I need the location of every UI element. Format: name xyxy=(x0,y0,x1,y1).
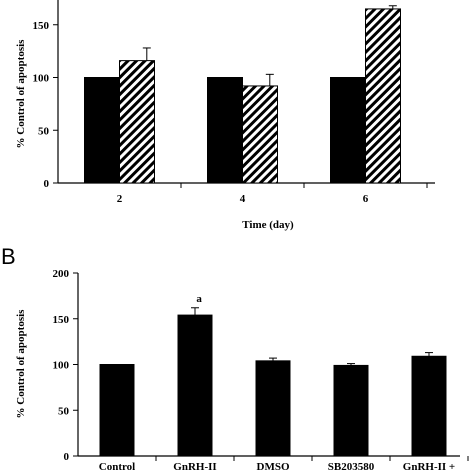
chart-a-ylabel: % Control of apoptosis xyxy=(15,39,27,149)
y-tick-label: 0 xyxy=(44,178,50,190)
bar xyxy=(177,314,213,457)
bar xyxy=(242,85,278,184)
y-tick-label: 50 xyxy=(58,405,70,417)
y-tick-label: 150 xyxy=(33,20,50,32)
category-label: DMSO xyxy=(257,461,290,473)
y-tick-label: 150 xyxy=(53,314,70,326)
y-tick-label: 200 xyxy=(53,268,70,280)
chart-a-xlabel: Time (day) xyxy=(242,219,294,231)
bar xyxy=(119,60,155,184)
bar xyxy=(365,8,401,184)
chart-b-ylabel: % Control of apoptosis xyxy=(15,309,27,419)
bar xyxy=(255,360,291,457)
category-label: GnRH-II + xyxy=(403,461,455,473)
chart-b-panel-label: B xyxy=(1,244,16,269)
bar xyxy=(330,77,366,184)
bar xyxy=(207,77,243,184)
y-tick-label: 0 xyxy=(64,451,70,463)
y-tick-label: 100 xyxy=(33,73,50,85)
category-label: 6 xyxy=(363,193,369,205)
y-tick-label: 100 xyxy=(53,360,70,372)
category-label: SB203580 xyxy=(328,461,375,473)
chart-b: B % Control of apoptosis 0 50 100 150 200 Con… xyxy=(1,244,469,473)
category-label: 4 xyxy=(240,193,246,205)
significance-label: a xyxy=(384,0,390,3)
category-label: GnRH-II xyxy=(173,461,216,473)
chart-a: % Control of apoptosis Time (day) 0 50 100… xyxy=(15,0,435,231)
bar xyxy=(411,355,447,457)
significance-label: a xyxy=(196,293,202,305)
category-label: Control xyxy=(99,461,135,473)
category-label: 2 xyxy=(117,193,123,205)
bar xyxy=(99,364,135,457)
y-tick-label: 50 xyxy=(38,125,50,137)
bar xyxy=(333,364,369,457)
bar xyxy=(84,77,120,184)
